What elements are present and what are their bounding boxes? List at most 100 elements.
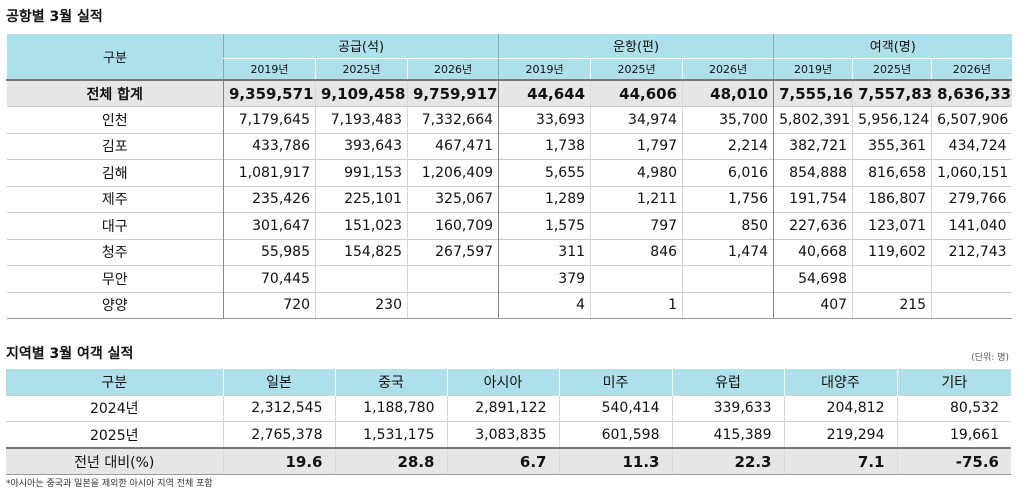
table-cell: 9,359,571 [223,79,316,107]
table-cell: 48,010 [682,79,774,107]
table-cell: 1,211 [590,185,683,213]
year-header: 2019년 [773,58,853,80]
table-cell: 854,888 [773,159,853,186]
table-cell: 123,071 [852,212,932,239]
table-cell [590,265,683,292]
table-cell: 191,754 [773,185,853,213]
table-cell: 35,700 [682,106,774,133]
table-cell: 7,557,838 [852,79,932,107]
year-header: 2025년 [315,58,408,80]
row-label: 무안 [6,265,224,292]
region-header: 구분 [6,369,223,395]
airport-table-title: 공항별 3월 실적 [6,9,103,25]
table-cell [682,265,774,292]
table-cell: 9,759,917 [406,79,499,107]
region-header: 기타 [896,369,1011,395]
region-header: 아시아 [446,369,559,395]
table-cell: 850 [682,212,774,239]
table-row: 김해 1,081,917 991,153 1,206,409 5,655 4,980 6,0… [6,159,1012,186]
corner-header: 구분 [6,34,224,81]
table-cell: 5,802,391 [773,106,853,133]
table-cell: 1 [590,291,683,319]
table-cell: 44,644 [498,79,591,107]
table-cell: 2,891,122 [446,394,559,422]
table-row: 양양 720 230 4 1 407 215 [6,291,1012,319]
table-cell: 7,332,664 [406,106,499,133]
table-cell: 5,956,124 [852,106,932,133]
table-cell: 33,693 [498,106,591,133]
table-cell: 846 [590,238,683,266]
table-cell: 70,445 [223,265,316,292]
table-cell: 540,414 [558,394,672,422]
table-cell: 5,655 [498,159,591,186]
table-cell: 19.6 [222,447,335,475]
table-cell: 1,081,917 [223,159,316,186]
table-cell: 230 [315,291,408,319]
table-cell: 141,040 [931,212,1012,239]
table-cell: 816,658 [852,159,932,186]
row-label: 양양 [6,291,224,319]
airport-performance-table: 구분 공급(석) 운항(편) 여객(명) 2019년 2025년 2026년 2… [6,34,1012,319]
row-label: 대구 [6,212,224,239]
region-header: 중국 [334,369,447,395]
table-cell: 6,016 [682,159,774,186]
table-cell [406,265,499,292]
row-label: 2024년 [6,394,223,422]
table-cell: 235,426 [223,185,316,213]
table-cell: 991,153 [315,159,408,186]
row-label: 청주 [6,238,224,266]
year-header: 2025년 [590,58,683,80]
year-header: 2019년 [223,58,316,80]
table-cell: 160,709 [406,212,499,239]
table-cell: 7,179,645 [223,106,316,133]
table-cell: 279,766 [931,185,1012,213]
table-cell: 1,531,175 [334,421,447,448]
table-cell: 1,060,151 [931,159,1012,186]
row-label: 전체 합계 [6,79,224,107]
region-header: 유럽 [671,369,784,395]
table-cell: 34,974 [590,106,683,133]
table-cell: 7,555,163 [773,79,853,107]
table-cell: 2,312,545 [222,394,335,422]
year-header: 2026년 [931,58,1012,80]
unit-label: (단위: 명) [971,353,1009,363]
table-cell: 355,361 [852,132,932,160]
table-cell: 8,636,330 [931,79,1012,107]
table-cell: 601,598 [558,421,672,448]
table-row: 김포 433,786 393,643 467,471 1,738 1,797 2,214 38… [6,132,1012,160]
table-cell: 393,643 [315,132,408,160]
table-row: 제주 235,426 225,101 325,067 1,289 1,211 1,756 19… [6,185,1012,213]
group-header-passengers: 여객(명) [773,34,1012,59]
group-header-flights: 운항(편) [498,34,774,59]
table-cell: 434,724 [931,132,1012,160]
table-row: 대구 301,647 151,023 160,709 1,575 797 850 227,63… [6,212,1012,239]
table-cell: 1,738 [498,132,591,160]
table-cell: 382,721 [773,132,853,160]
table-cell: 3,083,835 [446,421,559,448]
table-cell: 2,214 [682,132,774,160]
table-cell: 55,985 [223,238,316,266]
table-cell: 219,294 [783,421,897,448]
table-cell: 227,636 [773,212,853,239]
table-cell [682,291,774,319]
table-cell: 325,067 [406,185,499,213]
table-cell: 44,606 [590,79,683,107]
table-cell: 80,532 [896,394,1011,422]
table-cell: 1,289 [498,185,591,213]
table-cell: 4,980 [590,159,683,186]
table-cell [931,265,1012,292]
row-label: 제주 [6,185,224,213]
table-cell: 215 [852,291,932,319]
table-cell: 7.1 [783,447,897,475]
table-cell [931,291,1012,319]
footnote: *아시아는 중국과 일본을 제외한 아시아 지역 전체 포함 [6,479,213,489]
table-cell: 407 [773,291,853,319]
table-cell: 9,109,458 [315,79,408,107]
table-cell [406,291,499,319]
table-cell: 212,743 [931,238,1012,266]
table-cell: 40,668 [773,238,853,266]
table-cell: 186,807 [852,185,932,213]
table-cell: 1,188,780 [334,394,447,422]
region-header: 미주 [558,369,672,395]
year-header: 2026년 [682,58,774,80]
